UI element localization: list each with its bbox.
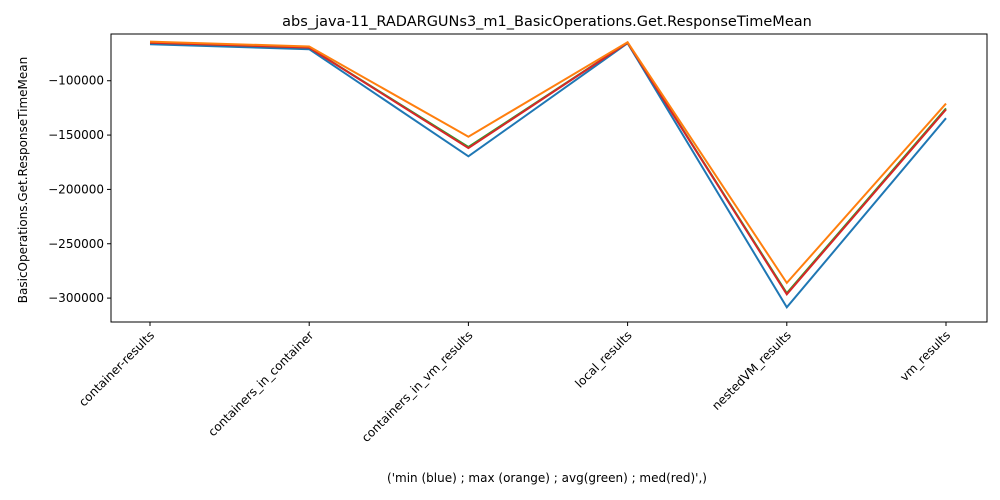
- y-tick-label: −250000: [48, 237, 104, 251]
- series-layer: [149, 40, 947, 310]
- x-tick-label: containers_in_vm_results: [359, 328, 476, 445]
- y-axis: −100000 −150000 −200000 −250000 −300000: [48, 74, 111, 305]
- x-tick-label: vm_results: [897, 328, 953, 384]
- x-tick-label: nestedVM_results: [709, 328, 794, 413]
- y-tick-label: −100000: [48, 74, 104, 88]
- y-tick-label: −300000: [48, 291, 104, 305]
- plot-frame: [110, 33, 988, 323]
- chart-title: abs_java-11_RADARGUNs3_m1_BasicOperation…: [282, 14, 812, 30]
- x-axis-label: ('min (blue) ; max (orange) ; avg(green)…: [387, 471, 707, 485]
- x-axis: container-results containers_in_container…: [76, 322, 953, 445]
- series-line-2: [149, 41, 947, 296]
- series-line-0: [149, 41, 947, 310]
- series-line-3: [149, 40, 947, 285]
- x-tick-label: container-results: [76, 328, 157, 409]
- x-tick-label: containers_in_container: [205, 328, 316, 439]
- y-tick-label: −200000: [48, 182, 104, 196]
- y-tick-label: −150000: [48, 128, 104, 142]
- x-tick-label: local_results: [572, 328, 634, 390]
- series-line-1: [149, 41, 947, 295]
- y-axis-label: BasicOperations.Get.ResponseTimeMean: [16, 57, 30, 303]
